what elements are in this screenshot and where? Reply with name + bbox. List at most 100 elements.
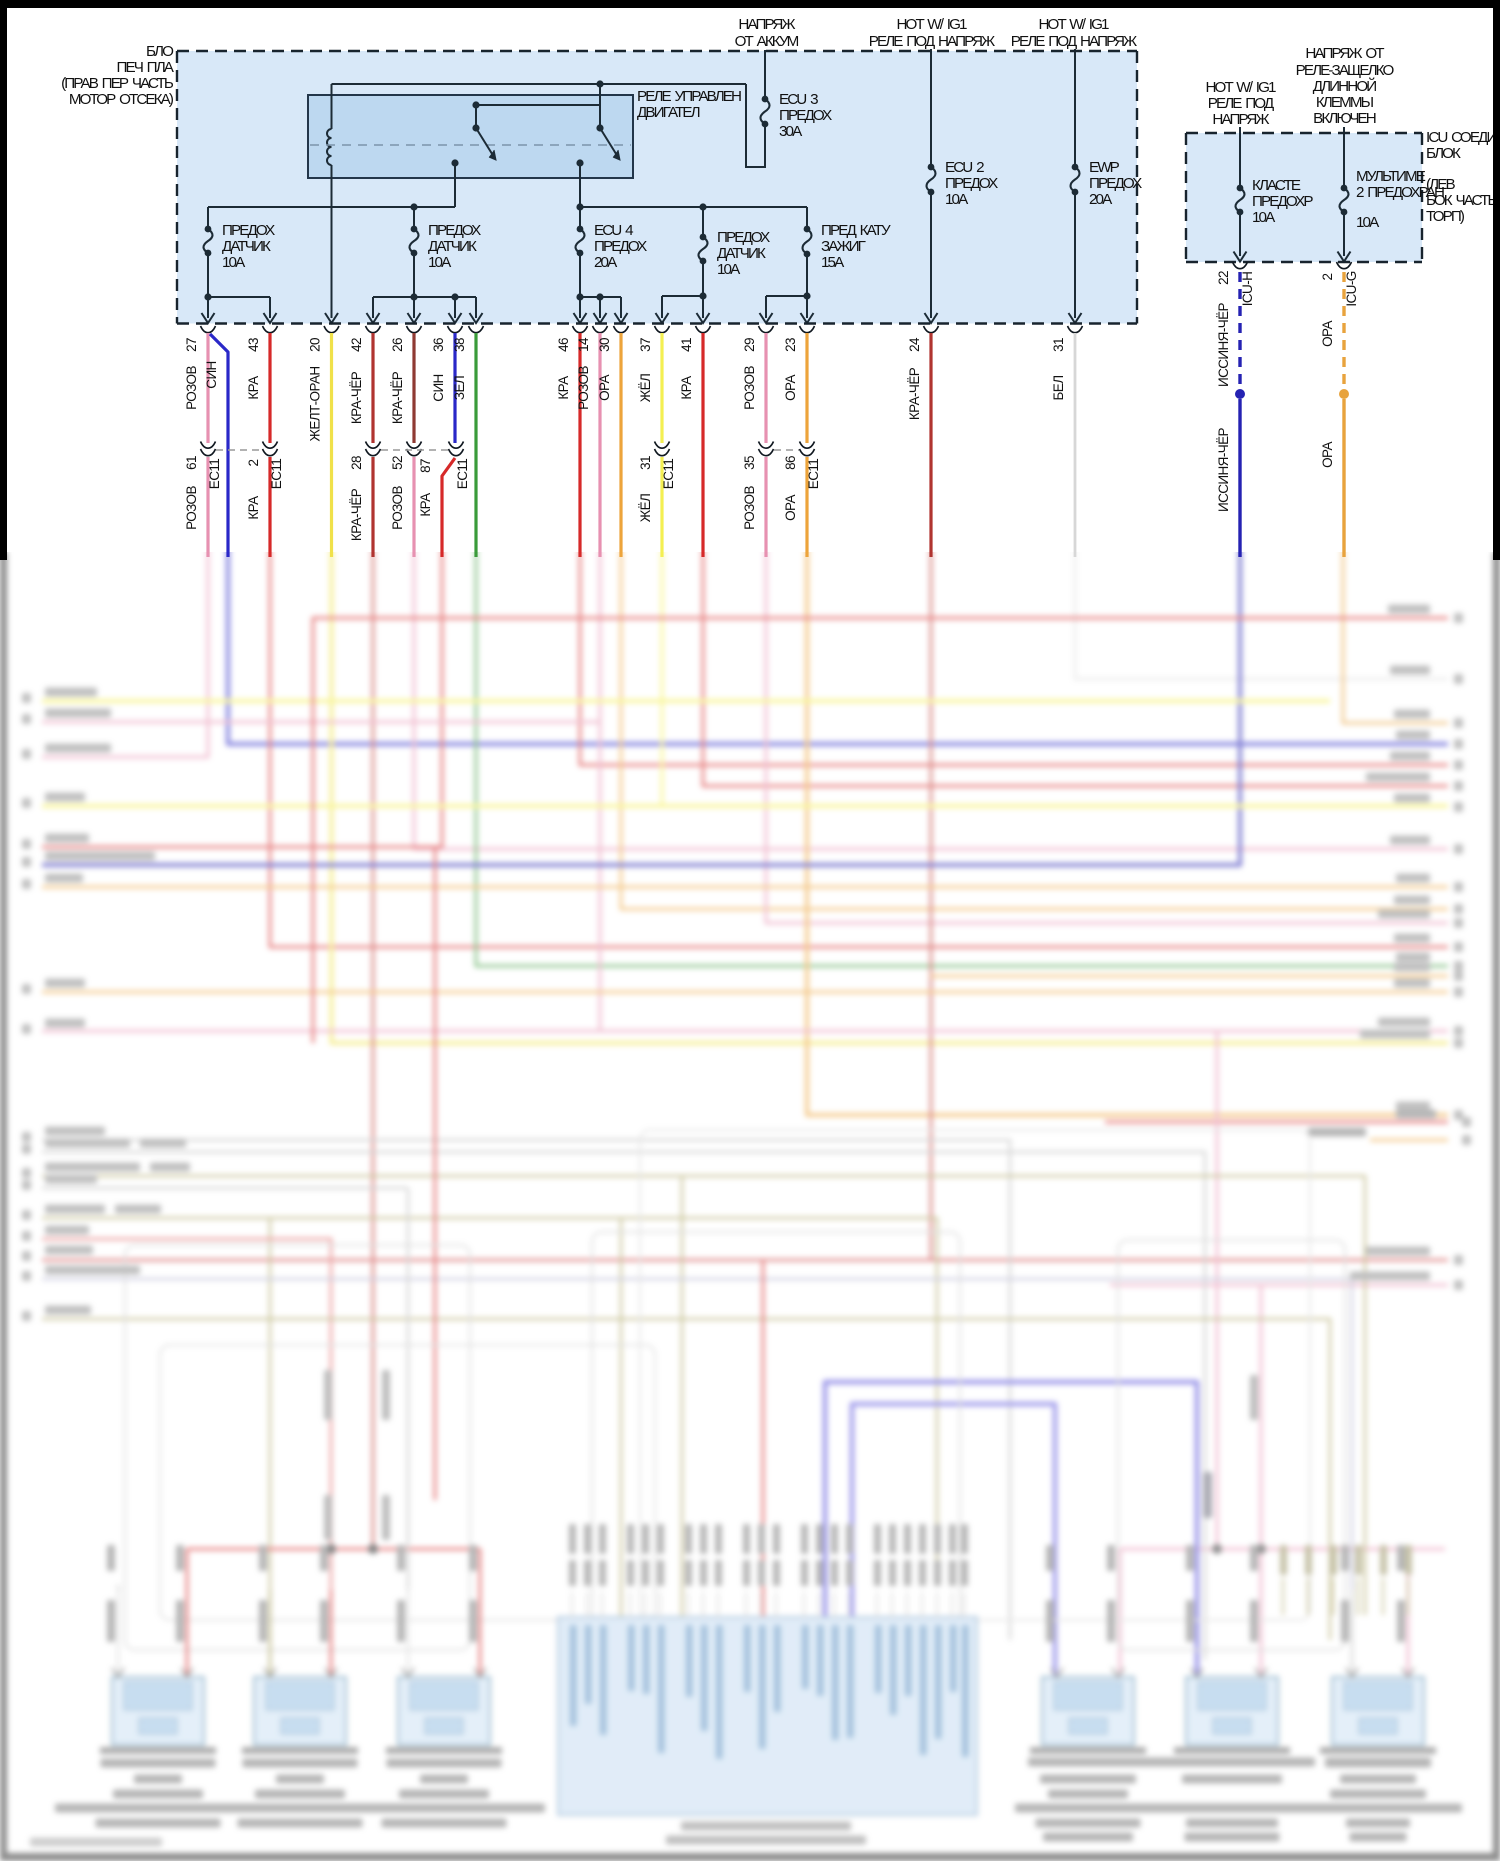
svg-text:ВКЛЮЧЕН: ВКЛЮЧЕН: [1313, 110, 1376, 127]
svg-text:ECU 3: ECU 3: [779, 91, 818, 108]
svg-text:КРА-ЧЁР: КРА-ЧЁР: [349, 488, 364, 541]
svg-text:ПЕЧ ПЛА: ПЕЧ ПЛА: [116, 59, 174, 76]
svg-text:15А: 15А: [821, 254, 845, 271]
svg-text:ИССИНЯ-ЧЁР: ИССИНЯ-ЧЁР: [1216, 302, 1231, 387]
svg-text:РЕЛЕ-ЗАЩЕЛКО: РЕЛЕ-ЗАЩЕЛКО: [1296, 62, 1395, 79]
svg-text:31: 31: [638, 456, 653, 470]
svg-text:РОЗОВ: РОЗОВ: [184, 366, 199, 410]
svg-text:БЛО: БЛО: [146, 43, 174, 60]
svg-text:БЕЛ: БЕЛ: [1051, 376, 1066, 401]
svg-text:20А: 20А: [1089, 191, 1113, 208]
svg-text:20А: 20А: [594, 254, 618, 271]
svg-text:КРА: КРА: [679, 376, 694, 400]
svg-text:ЕС11: ЕС11: [661, 459, 676, 489]
svg-text:HOT W/ IG1: HOT W/ IG1: [1205, 79, 1276, 96]
svg-text:2 ПРЕДОХРАН: 2 ПРЕДОХРАН: [1356, 184, 1444, 201]
svg-text:24: 24: [907, 337, 922, 352]
svg-text:ПРЕДОХ: ПРЕДОХ: [428, 222, 481, 239]
svg-text:ЖЁЛ: ЖЁЛ: [638, 494, 653, 523]
svg-text:10А: 10А: [1356, 214, 1380, 231]
svg-text:26: 26: [390, 338, 405, 352]
svg-text:2: 2: [1320, 273, 1335, 280]
svg-text:КРА-ЧЁР: КРА-ЧЁР: [907, 367, 922, 420]
svg-text:ПРЕДОХ: ПРЕДОХ: [1089, 175, 1142, 192]
svg-text:87: 87: [418, 459, 433, 473]
svg-text:НАПРЯЖ ОТ: НАПРЯЖ ОТ: [1305, 45, 1384, 62]
svg-text:ЕС11: ЕС11: [455, 459, 470, 489]
svg-text:(ПРАВ ПЕР ЧАСТЬ: (ПРАВ ПЕР ЧАСТЬ: [61, 75, 174, 92]
svg-text:27: 27: [184, 338, 199, 352]
svg-text:НАПРЯЖ: НАПРЯЖ: [1212, 111, 1269, 128]
svg-text:ЖЁЛ: ЖЁЛ: [638, 374, 653, 403]
svg-text:ДАТЧИК: ДАТЧИК: [717, 245, 766, 262]
svg-text:ОРА: ОРА: [783, 495, 798, 521]
svg-text:РЕЛЕ ПОД НАПРЯЖ: РЕЛЕ ПОД НАПРЯЖ: [869, 33, 995, 50]
svg-text:ОТ АККУМ: ОТ АККУМ: [735, 33, 799, 50]
svg-text:10А: 10А: [222, 254, 246, 271]
svg-text:30А: 30А: [779, 123, 803, 140]
svg-text:37: 37: [638, 338, 653, 352]
svg-text:КРА: КРА: [418, 493, 433, 517]
svg-text:ECU 2: ECU 2: [945, 159, 984, 176]
svg-text:ОРА: ОРА: [1320, 321, 1335, 347]
svg-text:52: 52: [390, 456, 405, 470]
svg-text:EWP: EWP: [1089, 159, 1120, 176]
svg-text:РОЗОВ: РОЗОВ: [184, 486, 199, 530]
svg-text:23: 23: [783, 338, 798, 352]
svg-text:КРА-ЧЁР: КРА-ЧЁР: [349, 371, 364, 424]
svg-text:ПРЕДОХ: ПРЕДОХ: [945, 175, 998, 192]
svg-text:29: 29: [742, 338, 757, 352]
svg-text:20: 20: [308, 338, 323, 352]
svg-text:РОЗОВ: РОЗОВ: [742, 366, 757, 410]
svg-text:10А: 10А: [428, 254, 452, 271]
svg-text:ЗАЖИГ: ЗАЖИГ: [821, 238, 866, 255]
svg-text:КРА: КРА: [556, 376, 571, 400]
svg-text:10А: 10А: [1252, 209, 1276, 226]
svg-text:ICU СОЕДИН: ICU СОЕДИН: [1426, 129, 1500, 146]
svg-text:14: 14: [576, 337, 591, 352]
svg-text:ECU 4: ECU 4: [594, 222, 633, 239]
svg-text:РЕЛЕ ПОД: РЕЛЕ ПОД: [1208, 95, 1274, 112]
svg-text:41: 41: [679, 338, 694, 352]
svg-text:ОРА: ОРА: [783, 375, 798, 401]
svg-text:35: 35: [742, 456, 757, 470]
svg-text:42: 42: [349, 338, 364, 352]
svg-text:ЗЕЛ: ЗЕЛ: [452, 376, 467, 400]
svg-text:ЕС11: ЕС11: [806, 459, 821, 489]
svg-text:28: 28: [349, 456, 364, 470]
svg-text:ТОРП): ТОРП): [1426, 208, 1465, 225]
svg-text:МОТОР ОТСЕКА): МОТОР ОТСЕКА): [69, 91, 174, 108]
svg-text:86: 86: [783, 456, 798, 470]
svg-text:43: 43: [246, 338, 261, 352]
svg-text:61: 61: [184, 456, 199, 470]
svg-text:10А: 10А: [717, 261, 741, 278]
svg-text:ПРЕДОХ: ПРЕДОХ: [222, 222, 275, 239]
svg-text:10А: 10А: [945, 191, 969, 208]
svg-text:РЕЛЕ ПОД НАПРЯЖ: РЕЛЕ ПОД НАПРЯЖ: [1011, 33, 1137, 50]
svg-text:КРА: КРА: [246, 376, 261, 400]
svg-text:ЕС11: ЕС11: [207, 459, 222, 489]
svg-text:КРА: КРА: [246, 496, 261, 520]
svg-text:МУЛЬТИМЕ: МУЛЬТИМЕ: [1356, 168, 1426, 185]
svg-text:30: 30: [597, 338, 612, 352]
svg-text:СИН: СИН: [204, 361, 219, 388]
svg-text:22: 22: [1216, 271, 1231, 285]
svg-text:ПРЕДОХР: ПРЕДОХР: [1252, 193, 1313, 210]
svg-text:2: 2: [246, 459, 261, 466]
svg-text:КЛАСТЕ: КЛАСТЕ: [1252, 177, 1301, 194]
svg-text:КРА-ЧЁР: КРА-ЧЁР: [390, 371, 405, 424]
svg-text:ДАТЧИК: ДАТЧИК: [428, 238, 477, 255]
svg-text:БЛОК: БЛОК: [1426, 145, 1461, 162]
svg-text:ЖЕЛТ-ОРАН: ЖЕЛТ-ОРАН: [308, 366, 323, 441]
svg-text:ПРЕДОХ: ПРЕДОХ: [779, 107, 832, 124]
svg-text:ПРЕДОХ: ПРЕДОХ: [594, 238, 647, 255]
svg-text:36: 36: [431, 338, 446, 352]
svg-text:ICU-G: ICU-G: [1344, 271, 1359, 306]
svg-text:46: 46: [556, 338, 571, 352]
svg-text:HOT W/ IG1: HOT W/ IG1: [1038, 16, 1109, 33]
svg-text:ПРЕД КАТУ: ПРЕД КАТУ: [821, 222, 891, 239]
svg-text:ICU-H: ICU-H: [1240, 272, 1255, 307]
svg-text:(ЛЕВ: (ЛЕВ: [1426, 176, 1455, 193]
svg-text:НАПРЯЖ: НАПРЯЖ: [738, 16, 795, 33]
svg-text:РОЗОВ: РОЗОВ: [742, 486, 757, 530]
